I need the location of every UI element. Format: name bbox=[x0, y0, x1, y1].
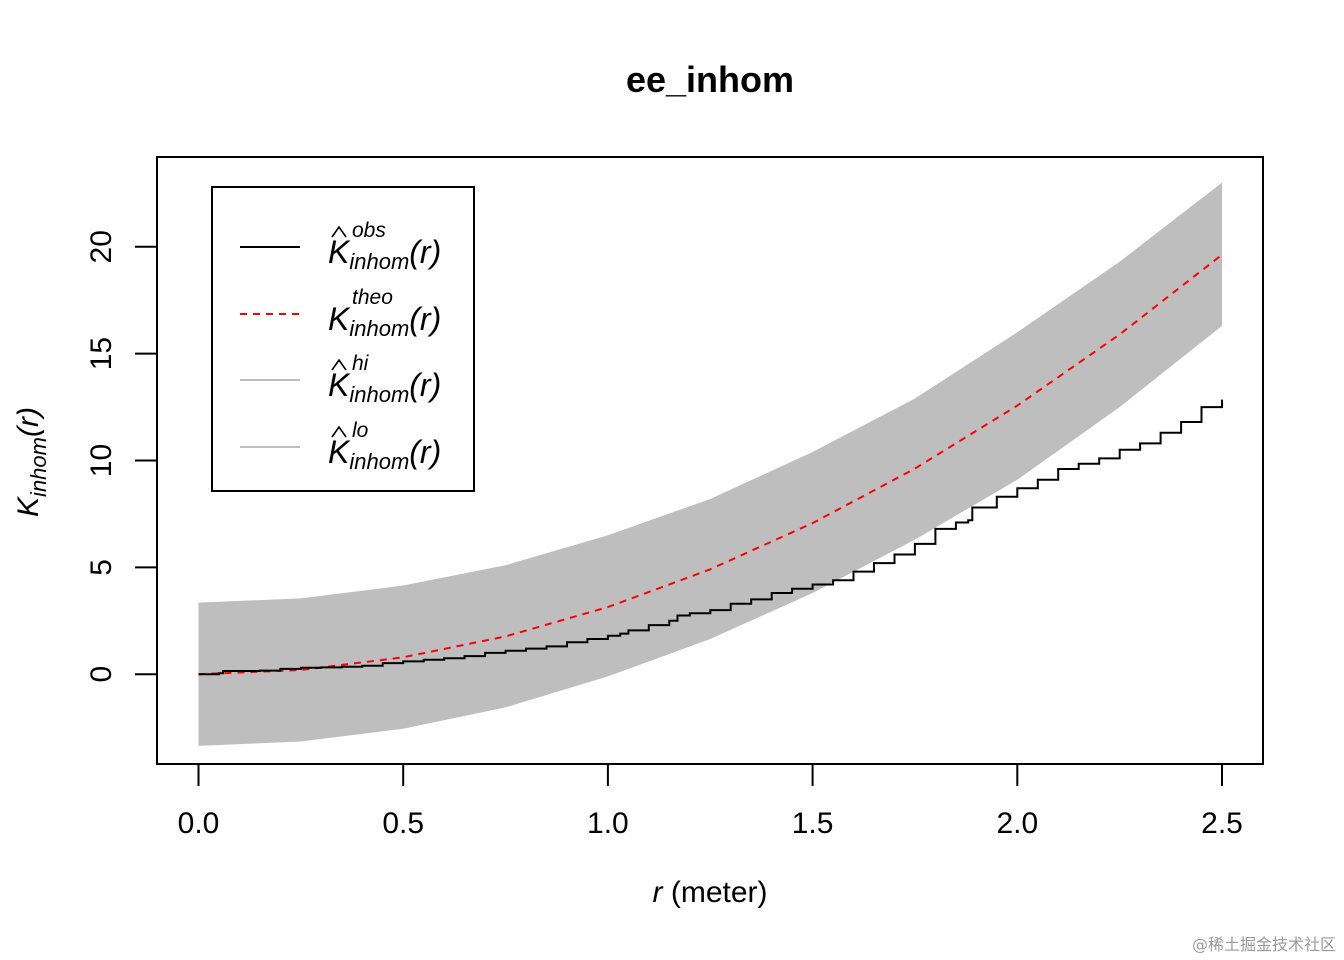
series-line-theo bbox=[198, 253, 1223, 676]
legend-label-sup: lo bbox=[352, 419, 369, 442]
legend-entry-theo: Kinhom(r)theo bbox=[240, 286, 441, 341]
legend-box bbox=[211, 186, 475, 492]
x-tick-label: 1.0 bbox=[587, 807, 629, 840]
y-tick-label: 20 bbox=[85, 230, 118, 263]
legend-entries: Kinhom(r)obsKinhom(r)theoKinhom(r)hiKinh… bbox=[240, 219, 441, 474]
legend-entry-lo: Kinhom(r)lo bbox=[240, 419, 441, 474]
x-axis-label-var: r bbox=[653, 876, 664, 909]
legend-label-obs: Kinhom(r) bbox=[328, 234, 441, 274]
y-axis-label-arg: (r) bbox=[12, 407, 45, 437]
series-line-obs bbox=[198, 399, 1223, 676]
legend-label-sub: inhom bbox=[349, 382, 409, 407]
legend-label-arg: (r) bbox=[409, 234, 441, 270]
y-tick-label: 0 bbox=[85, 666, 118, 683]
x-axis: 0.0 0.5 1.0 1.5 2.0 2.5 bbox=[178, 763, 1243, 840]
legend-label-arg: (r) bbox=[409, 434, 441, 470]
y-axis-label-main: K bbox=[12, 495, 45, 517]
y-tick-label: 10 bbox=[85, 444, 118, 477]
legend-label-main: K bbox=[328, 301, 351, 337]
y-axis-label: Kinhom(r) bbox=[12, 407, 51, 517]
x-axis-label-unit: (meter) bbox=[663, 876, 768, 909]
legend-label-sup: theo bbox=[352, 286, 393, 309]
legend-entry-obs: Kinhom(r)obs bbox=[240, 219, 441, 274]
y-tick-label: 15 bbox=[85, 337, 118, 370]
x-tick-label: 2.5 bbox=[1201, 807, 1243, 840]
legend-entry-hi: Kinhom(r)hi bbox=[240, 352, 441, 407]
y-axis-label-sub: inhom bbox=[26, 437, 51, 497]
y-tick-label: 5 bbox=[85, 559, 118, 576]
x-tick-label: 2.0 bbox=[996, 807, 1038, 840]
x-axis-label: r (meter) bbox=[653, 876, 768, 909]
chart-title: ee_inhom bbox=[626, 59, 794, 100]
legend-label-theo: Kinhom(r) bbox=[328, 301, 441, 341]
legend-label-sub: inhom bbox=[349, 249, 409, 274]
legend-hat-mark bbox=[331, 425, 347, 438]
legend-hat-mark bbox=[331, 225, 347, 238]
legend-label-main: K bbox=[328, 434, 351, 470]
series-layer bbox=[198, 253, 1223, 676]
legend-label-sup: hi bbox=[352, 352, 370, 375]
envelope-band-layer bbox=[198, 182, 1222, 746]
legend-hat-mark bbox=[331, 358, 347, 371]
legend-label-sub: inhom bbox=[349, 316, 409, 341]
x-tick-label: 0.0 bbox=[178, 807, 220, 840]
x-tick-label: 1.5 bbox=[792, 807, 834, 840]
envelope-band bbox=[198, 182, 1222, 746]
legend-label-hi: Kinhom(r) bbox=[328, 367, 441, 407]
watermark: @稀土掘金技术社区 bbox=[1192, 935, 1336, 954]
legend-label-lo: Kinhom(r) bbox=[328, 434, 441, 474]
x-tick-label: 0.5 bbox=[382, 807, 424, 840]
legend-label-arg: (r) bbox=[409, 367, 441, 403]
legend-label-sup: obs bbox=[352, 219, 386, 242]
legend-label-arg: (r) bbox=[409, 301, 441, 337]
legend: Kinhom(r)obsKinhom(r)theoKinhom(r)hiKinh… bbox=[211, 186, 475, 492]
legend-label-main: K bbox=[328, 367, 351, 403]
y-axis: 0 5 10 15 20 bbox=[85, 230, 158, 683]
legend-label-sub: inhom bbox=[349, 449, 409, 474]
legend-label-main: K bbox=[328, 234, 351, 270]
